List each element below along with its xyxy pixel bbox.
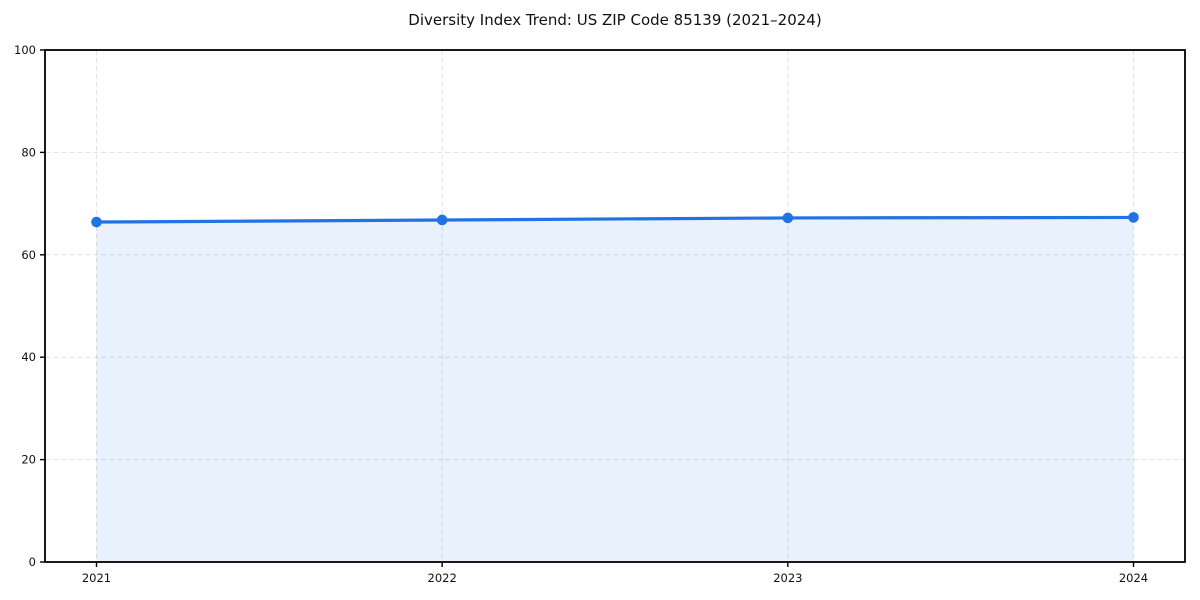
data-point — [782, 212, 794, 224]
y-tick-label: 60 — [21, 248, 36, 262]
y-tick-label: 100 — [14, 43, 36, 57]
x-tick-label: 2024 — [1119, 571, 1148, 585]
y-tick-label: 0 — [29, 555, 36, 569]
data-point — [91, 216, 102, 228]
x-tick-label: 2021 — [82, 571, 111, 585]
axes-border — [44, 49, 1186, 563]
x-tick-label: 2023 — [773, 571, 802, 585]
y-tick-label: 20 — [21, 453, 36, 467]
y-tick-label: 80 — [21, 145, 36, 159]
data-point — [1128, 212, 1139, 223]
y-tick-label: 40 — [21, 350, 36, 364]
area-fill — [96, 217, 1134, 562]
x-tick-label: 2022 — [428, 571, 457, 585]
chart-title: Diversity Index Trend: US ZIP Code 85139… — [408, 11, 822, 29]
data-point — [436, 214, 448, 226]
trend-line — [94, 215, 1136, 224]
